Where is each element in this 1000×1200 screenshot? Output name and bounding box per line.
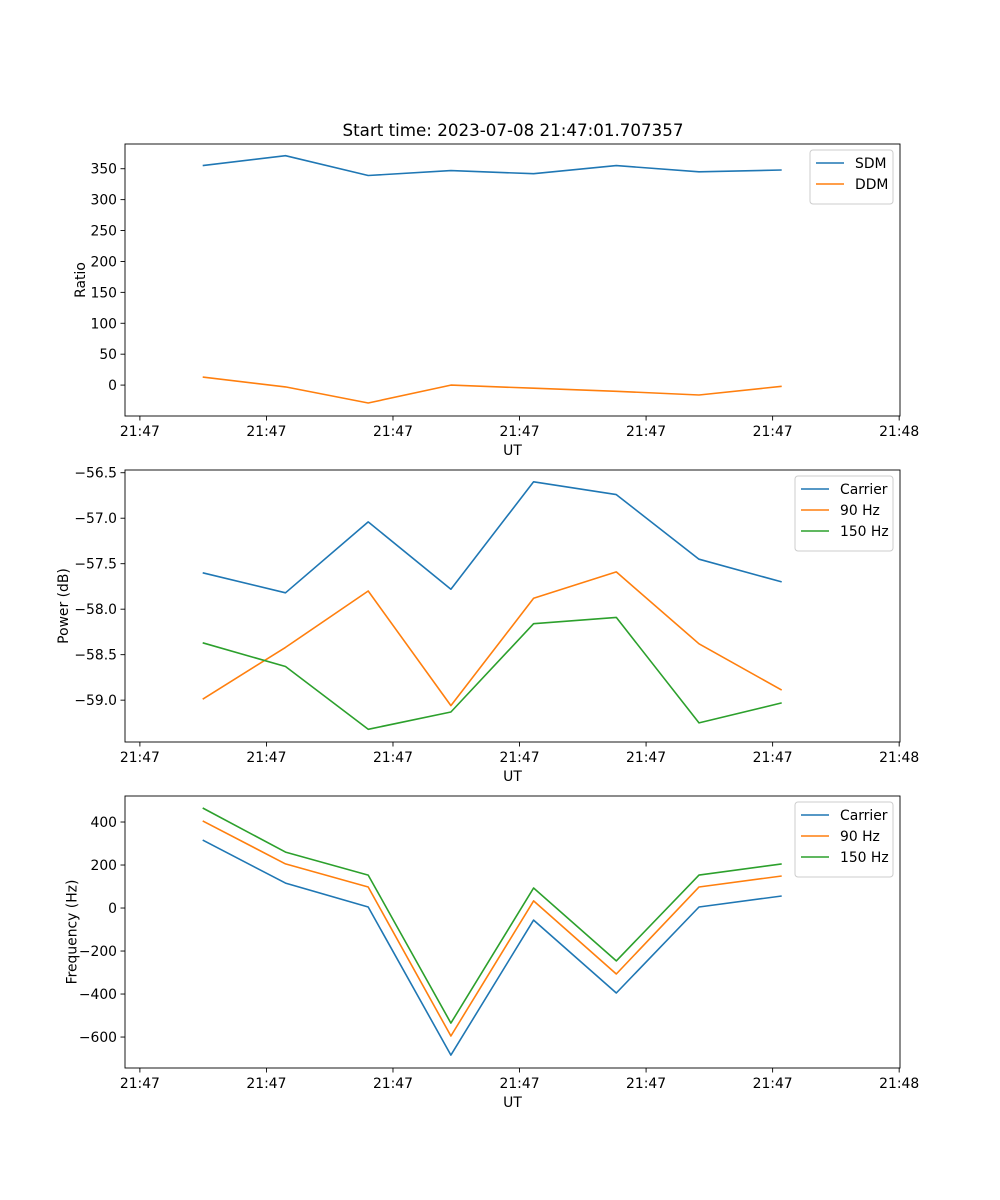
y-tick-label: −58.0 <box>74 602 117 618</box>
legend: Carrier 90 Hz 150 Hz <box>794 475 894 552</box>
y-tick-label: −200 <box>79 944 117 960</box>
y-tick-label: 200 <box>90 254 117 270</box>
series-line-90-hz <box>202 820 782 1037</box>
y-axis-label: Power (dB) <box>56 568 72 644</box>
y-tick-label: 250 <box>90 224 117 240</box>
y-tick-label: −600 <box>79 1030 117 1046</box>
x-tick-label: 21:47 <box>373 424 413 440</box>
x-tick-label: 21:47 <box>753 1076 793 1092</box>
x-tick-label: 21:47 <box>626 424 666 440</box>
series-line-ddm <box>202 376 782 404</box>
legend-label: SDM <box>855 156 887 172</box>
x-tick-label: 21:47 <box>500 750 540 766</box>
y-tick-label: 0 <box>108 378 117 394</box>
y-tick-label: −57.5 <box>74 557 117 573</box>
x-tick-label: 21:47 <box>120 1076 160 1092</box>
legend: Carrier 90 Hz 150 Hz <box>794 801 894 878</box>
legend-box <box>794 801 894 878</box>
x-tick-label: 21:47 <box>500 424 540 440</box>
y-tick-label: 200 <box>90 858 117 874</box>
axes-frame <box>124 795 901 1069</box>
figure-title: Start time: 2023-07-08 21:47:01.707357 <box>343 120 684 140</box>
series-line-carrier <box>202 480 782 594</box>
y-tick-label: 350 <box>90 162 117 178</box>
x-tick-label: 21:47 <box>373 1076 413 1092</box>
y-axis-label: Ratio <box>73 262 89 298</box>
y-tick-label: 150 <box>90 285 117 301</box>
x-axis-label: UT <box>503 1095 522 1111</box>
x-tick-label: 21:47 <box>500 1076 540 1092</box>
x-tick-label: 21:47 <box>246 750 286 766</box>
legend-label: Carrier <box>840 482 888 498</box>
legend-label: 90 Hz <box>840 829 880 845</box>
y-tick-label: −56.5 <box>74 466 117 482</box>
axes-frame <box>124 469 901 743</box>
legend-label: DDM <box>855 177 888 193</box>
series-line-150-hz <box>202 807 782 1024</box>
y-tick-label: 400 <box>90 815 117 831</box>
legend-label: 150 Hz <box>840 850 889 866</box>
y-tick-label: 300 <box>90 193 117 209</box>
y-tick-label: −58.5 <box>74 648 117 664</box>
legend-label: Carrier <box>840 808 888 824</box>
x-tick-label: 21:47 <box>120 750 160 766</box>
x-tick-label: 21:48 <box>879 424 919 440</box>
axes-frame <box>124 143 901 417</box>
legend: SDM DDM <box>809 149 894 205</box>
x-tick-label: 21:47 <box>373 750 413 766</box>
series-line-carrier <box>202 839 782 1056</box>
y-axis-label: Frequency (Hz) <box>65 880 81 985</box>
x-axis-label: UT <box>503 443 522 459</box>
subplot-3: 21:47 21:47 21:47 21:47 21:47 21:47 21:48 −600 −… <box>65 795 919 1111</box>
y-tick-label: −59.0 <box>74 693 117 709</box>
x-tick-label: 21:47 <box>120 424 160 440</box>
subplot-2: 21:47 21:47 21:47 21:47 21:47 21:47 21:48 −59.0… <box>56 466 919 785</box>
y-tick-label: 100 <box>90 316 117 332</box>
legend-box <box>794 475 894 552</box>
x-tick-label: 21:47 <box>753 750 793 766</box>
x-tick-label: 21:48 <box>879 750 919 766</box>
y-tick-label: 0 <box>108 901 117 917</box>
legend-label: 90 Hz <box>840 503 880 519</box>
subplot-1: 21:47 21:47 21:47 21:47 21:47 21:47 21:48 0 50 10… <box>73 143 919 459</box>
x-tick-label: 21:47 <box>246 1076 286 1092</box>
series-line-90-hz <box>202 571 783 707</box>
x-axis-label: UT <box>503 769 522 785</box>
x-tick-label: 21:48 <box>879 1076 919 1092</box>
x-tick-label: 21:47 <box>626 1076 666 1092</box>
legend-label: 150 Hz <box>840 524 889 540</box>
series-line-150-hz <box>202 616 782 731</box>
y-tick-label: −400 <box>79 987 117 1003</box>
x-tick-label: 21:47 <box>753 424 793 440</box>
series-line-sdm <box>202 154 782 177</box>
y-tick-label: 50 <box>99 347 117 363</box>
x-tick-label: 21:47 <box>246 424 286 440</box>
y-tick-label: −57.0 <box>74 511 117 527</box>
x-tick-label: 21:47 <box>626 750 666 766</box>
